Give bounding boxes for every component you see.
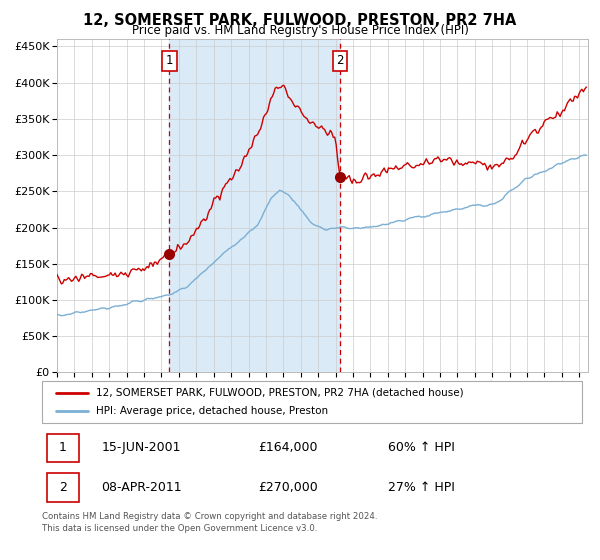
Text: 12, SOMERSET PARK, FULWOOD, PRESTON, PR2 7HA (detached house): 12, SOMERSET PARK, FULWOOD, PRESTON, PR2…: [96, 388, 464, 398]
Text: 15-JUN-2001: 15-JUN-2001: [101, 441, 181, 455]
Text: HPI: Average price, detached house, Preston: HPI: Average price, detached house, Pres…: [96, 406, 328, 416]
Text: 12, SOMERSET PARK, FULWOOD, PRESTON, PR2 7HA: 12, SOMERSET PARK, FULWOOD, PRESTON, PR2…: [83, 13, 517, 28]
Text: £270,000: £270,000: [258, 481, 318, 494]
Text: 2: 2: [337, 54, 344, 67]
Text: 1: 1: [166, 54, 173, 67]
Text: 27% ↑ HPI: 27% ↑ HPI: [388, 481, 454, 494]
Text: £164,000: £164,000: [258, 441, 317, 455]
Text: Contains HM Land Registry data © Crown copyright and database right 2024.
This d: Contains HM Land Registry data © Crown c…: [42, 512, 377, 533]
Bar: [47, 473, 79, 502]
Bar: [169, 39, 340, 372]
Text: 2: 2: [59, 481, 67, 494]
Text: 1: 1: [59, 441, 67, 455]
Text: 60% ↑ HPI: 60% ↑ HPI: [388, 441, 454, 455]
Bar: [47, 433, 79, 462]
Text: 08-APR-2011: 08-APR-2011: [101, 481, 182, 494]
Text: Price paid vs. HM Land Registry's House Price Index (HPI): Price paid vs. HM Land Registry's House …: [131, 24, 469, 37]
